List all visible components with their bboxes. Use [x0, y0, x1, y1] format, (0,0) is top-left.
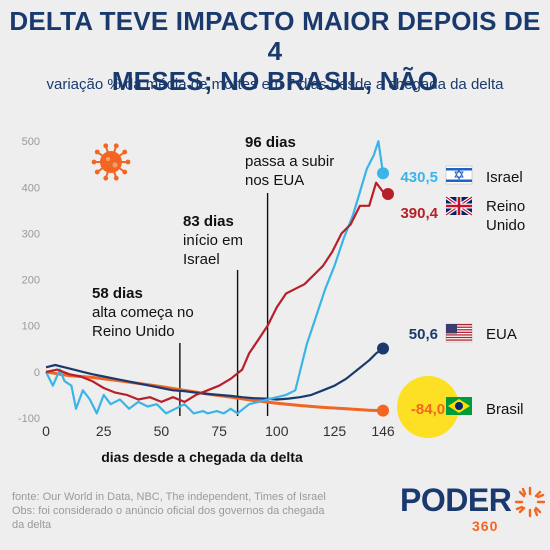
- virus-spot: [106, 157, 110, 161]
- annotation-text: 58 dias: [92, 285, 143, 302]
- flag-cross: [446, 197, 472, 215]
- series-end-label: 390,4: [400, 205, 438, 222]
- virus-spike-tip: [122, 169, 128, 175]
- flag-globe: [455, 402, 463, 410]
- annotation-text: 96 dias: [245, 134, 296, 151]
- series-end-label: 50,6: [409, 326, 438, 343]
- chart-title: DELTA TEVE IMPACTO MAIOR DEPOIS DE 4 MES…: [0, 6, 550, 96]
- footer-line-2: Obs: foi considerado o anúncio oficial d…: [12, 505, 325, 517]
- flag-stripe: [446, 326, 472, 328]
- annotation-text: nos EUA: [245, 172, 304, 189]
- x-tick-label: 146: [371, 423, 395, 439]
- series-end-label: 430,5: [400, 169, 438, 186]
- x-tick-label: 100: [265, 423, 289, 439]
- y-tick-label: -100: [18, 413, 40, 425]
- flag-stripe: [446, 339, 472, 341]
- y-tick-label: 500: [22, 136, 40, 148]
- virus-spike-tip: [94, 149, 100, 155]
- virus-spike-tip: [91, 159, 97, 165]
- annotation-text: passa a subir: [245, 153, 334, 170]
- series-line: [45, 140, 385, 415]
- flag-star: [454, 169, 464, 180]
- flag-stripe: [446, 334, 472, 336]
- title-line-1: DELTA TEVE IMPACTO MAIOR DEPOIS DE 4: [9, 6, 541, 66]
- virus-spike-tip: [103, 143, 109, 149]
- y-tick-label: 200: [22, 275, 40, 287]
- logo-word: PODER: [400, 482, 512, 518]
- flag-canton: [446, 324, 457, 334]
- sun-icon: [514, 486, 546, 518]
- flag-stripe: [446, 179, 472, 182]
- x-tick-label: 0: [42, 423, 50, 439]
- virus-spike-tip: [113, 143, 119, 149]
- y-tick-label: 0: [34, 367, 40, 379]
- annotation-text: alta começa no: [92, 304, 194, 321]
- flag-stripe: [446, 331, 472, 334]
- virus-spike-tip: [113, 175, 119, 181]
- legend-label: Unido: [486, 217, 525, 234]
- series-end-label: -84,0: [411, 401, 445, 418]
- title-line-2: MESES; NO BRASIL, NÃO: [111, 66, 439, 96]
- virus-spot: [112, 162, 118, 168]
- x-tick-label: 50: [154, 423, 170, 439]
- annotation-text: Reino Unido: [92, 323, 175, 340]
- virus-spike-tip: [94, 169, 100, 175]
- x-axis-title: dias desde a chegada da delta: [101, 449, 303, 465]
- series-line: [45, 347, 384, 401]
- series-endpoint: [382, 188, 394, 200]
- virus-spike-tip: [122, 149, 128, 155]
- flag-stripe: [446, 336, 472, 339]
- annotation-text: Israel: [183, 251, 220, 268]
- y-tick-label: 400: [22, 182, 40, 194]
- series-line: [45, 181, 384, 403]
- virus-spike-tip: [103, 175, 109, 181]
- legend-label: Brasil: [486, 401, 524, 418]
- x-tick-label: 25: [96, 423, 112, 439]
- chart-subtitle: variação % da média de mortes em 7 dias …: [46, 76, 504, 93]
- flag-stripe: [446, 324, 472, 326]
- logo-number: 360: [472, 518, 499, 534]
- series-line: [45, 370, 384, 413]
- virus-icon: [100, 151, 122, 173]
- highlight-circle: [397, 376, 459, 438]
- annotation-text: início em: [183, 232, 243, 249]
- source-note: fonte: Our World in Data, NBC, The indep…: [12, 490, 382, 532]
- legend-label: Reino: [486, 198, 525, 215]
- y-tick-label: 100: [22, 321, 40, 333]
- footer-line-3: da delta: [12, 519, 52, 531]
- series-endpoint: [377, 342, 389, 355]
- virus-spike-tip: [125, 159, 131, 165]
- series-endpoint: [377, 404, 389, 417]
- poder360-logo: PODER 360: [400, 482, 546, 534]
- flag-stripe: [446, 329, 472, 331]
- footer-line-1: fonte: Our World in Data, NBC, The indep…: [12, 491, 326, 503]
- legend-label: Israel: [486, 169, 523, 186]
- x-tick-label: 75: [211, 423, 227, 439]
- series-endpoint: [377, 167, 389, 180]
- x-tick-label: 125: [323, 423, 347, 439]
- legend-label: EUA: [486, 326, 517, 343]
- y-tick-label: 300: [22, 228, 40, 240]
- annotation-text: 83 dias: [183, 213, 234, 230]
